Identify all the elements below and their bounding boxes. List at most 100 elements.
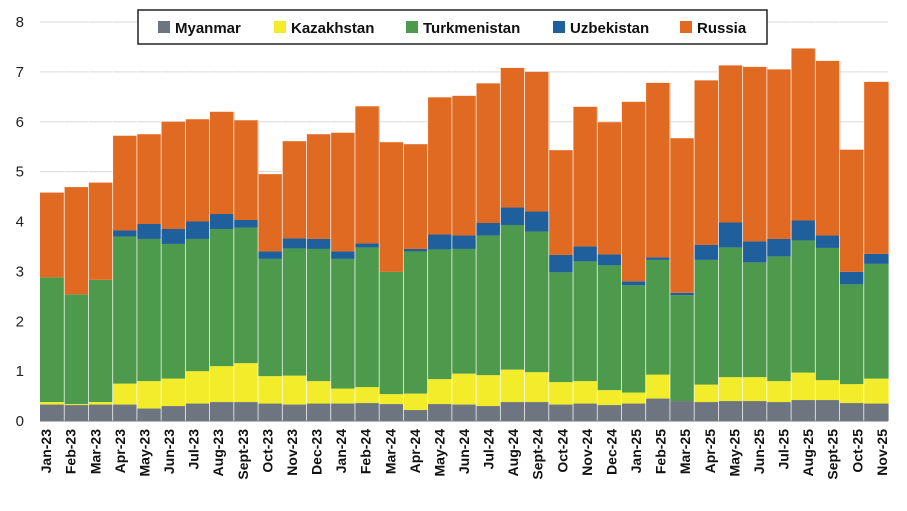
x-tick-label: Jan-23 [38,429,54,474]
segment-kazakhstan [379,394,405,405]
segment-myanmar [282,404,308,421]
segment-myanmar [766,402,792,421]
segment-uzbekistan [282,238,308,249]
segment-uzbekistan [718,222,744,248]
legend-swatch [680,21,692,33]
segment-russia [694,80,719,245]
segment-uzbekistan [669,292,695,296]
segment-russia [209,111,235,215]
segment-russia [403,144,429,249]
segment-turkmenistan [185,238,211,372]
segment-turkmenistan [88,279,114,403]
segment-myanmar [354,403,380,421]
month-column [427,22,453,421]
month-column [596,22,623,421]
segment-myanmar [136,408,162,421]
segment-myanmar [185,403,211,421]
x-tick-label: Jun-24 [456,429,472,474]
segment-kazakhstan [718,377,744,402]
segment-uzbekistan [500,207,526,225]
month-column [693,22,719,421]
month-column [112,22,138,421]
x-tick-label: Dec-24 [603,429,619,475]
segment-myanmar [306,403,332,421]
x-tick-label: Jan-24 [333,429,349,474]
segment-myanmar [839,403,865,421]
segment-russia [451,95,477,236]
segment-uzbekistan [209,214,235,229]
segment-kazakhstan [791,372,816,401]
segment-kazakhstan [766,381,792,403]
month-column [621,22,647,421]
segment-russia [476,83,501,223]
month-column [645,22,671,421]
x-tick-label: May-23 [136,429,152,477]
y-tick-label: 4 [16,214,24,231]
segment-turkmenistan [669,295,695,402]
segment-uzbekistan [863,253,889,264]
segment-turkmenistan [136,238,162,382]
x-tick-label: Aug-23 [210,429,226,477]
segment-russia [645,82,671,258]
x-tick-label: Nov-23 [284,429,300,476]
segment-russia [718,65,744,223]
segment-russia [306,134,332,239]
segment-turkmenistan [742,262,768,378]
segment-myanmar [161,406,186,421]
segment-uzbekistan [524,211,550,232]
segment-russia [548,150,574,255]
y-tick-label: 3 [16,263,24,280]
segment-uzbekistan [136,223,162,239]
segment-turkmenistan [621,285,647,393]
y-tick-label: 0 [16,413,24,430]
segment-russia [621,101,647,282]
month-column [354,22,380,421]
month-column [378,22,405,421]
segment-kazakhstan [597,390,623,406]
segment-russia [40,192,65,278]
segment-myanmar [112,404,138,421]
segment-turkmenistan [233,227,259,364]
segment-turkmenistan [791,240,816,373]
segment-turkmenistan [354,247,380,388]
segment-kazakhstan [161,378,186,407]
y-tick-label: 2 [16,313,24,330]
x-tick-label: Aug-24 [505,429,521,477]
month-column [233,22,259,421]
segment-turkmenistan [379,271,405,395]
segment-russia [791,48,816,221]
month-column [863,22,889,421]
segment-russia [258,174,283,252]
x-tick-label: Feb-23 [63,429,79,474]
segment-turkmenistan [330,258,356,389]
segment-turkmenistan [64,294,90,405]
segment-turkmenistan [476,235,501,376]
y-tick-label: 7 [16,64,24,81]
month-column [790,22,816,421]
y-tick-label: 1 [16,363,24,380]
legend-item-myanmar: Myanmar [158,20,241,37]
segment-russia [742,66,768,242]
segment-russia [88,182,114,280]
segment-kazakhstan [427,379,453,405]
legend-label: Turkmenistan [423,20,520,37]
segment-turkmenistan [209,228,235,367]
segment-myanmar [863,403,889,421]
segment-kazakhstan [258,376,283,404]
segment-turkmenistan [718,247,744,378]
segment-kazakhstan [742,377,768,402]
segment-kazakhstan [524,372,550,403]
segment-myanmar [524,402,550,421]
segment-turkmenistan [403,251,429,394]
segment-kazakhstan [645,374,671,399]
segment-myanmar [573,403,598,421]
segment-uzbekistan [233,220,259,228]
segment-russia [839,149,865,272]
month-column [209,22,235,421]
month-column [814,22,841,421]
x-tick-label: Aug-25 [800,429,816,477]
segment-kazakhstan [548,382,574,405]
segment-myanmar [791,400,816,421]
segment-russia [766,69,792,239]
segment-turkmenistan [500,224,526,370]
